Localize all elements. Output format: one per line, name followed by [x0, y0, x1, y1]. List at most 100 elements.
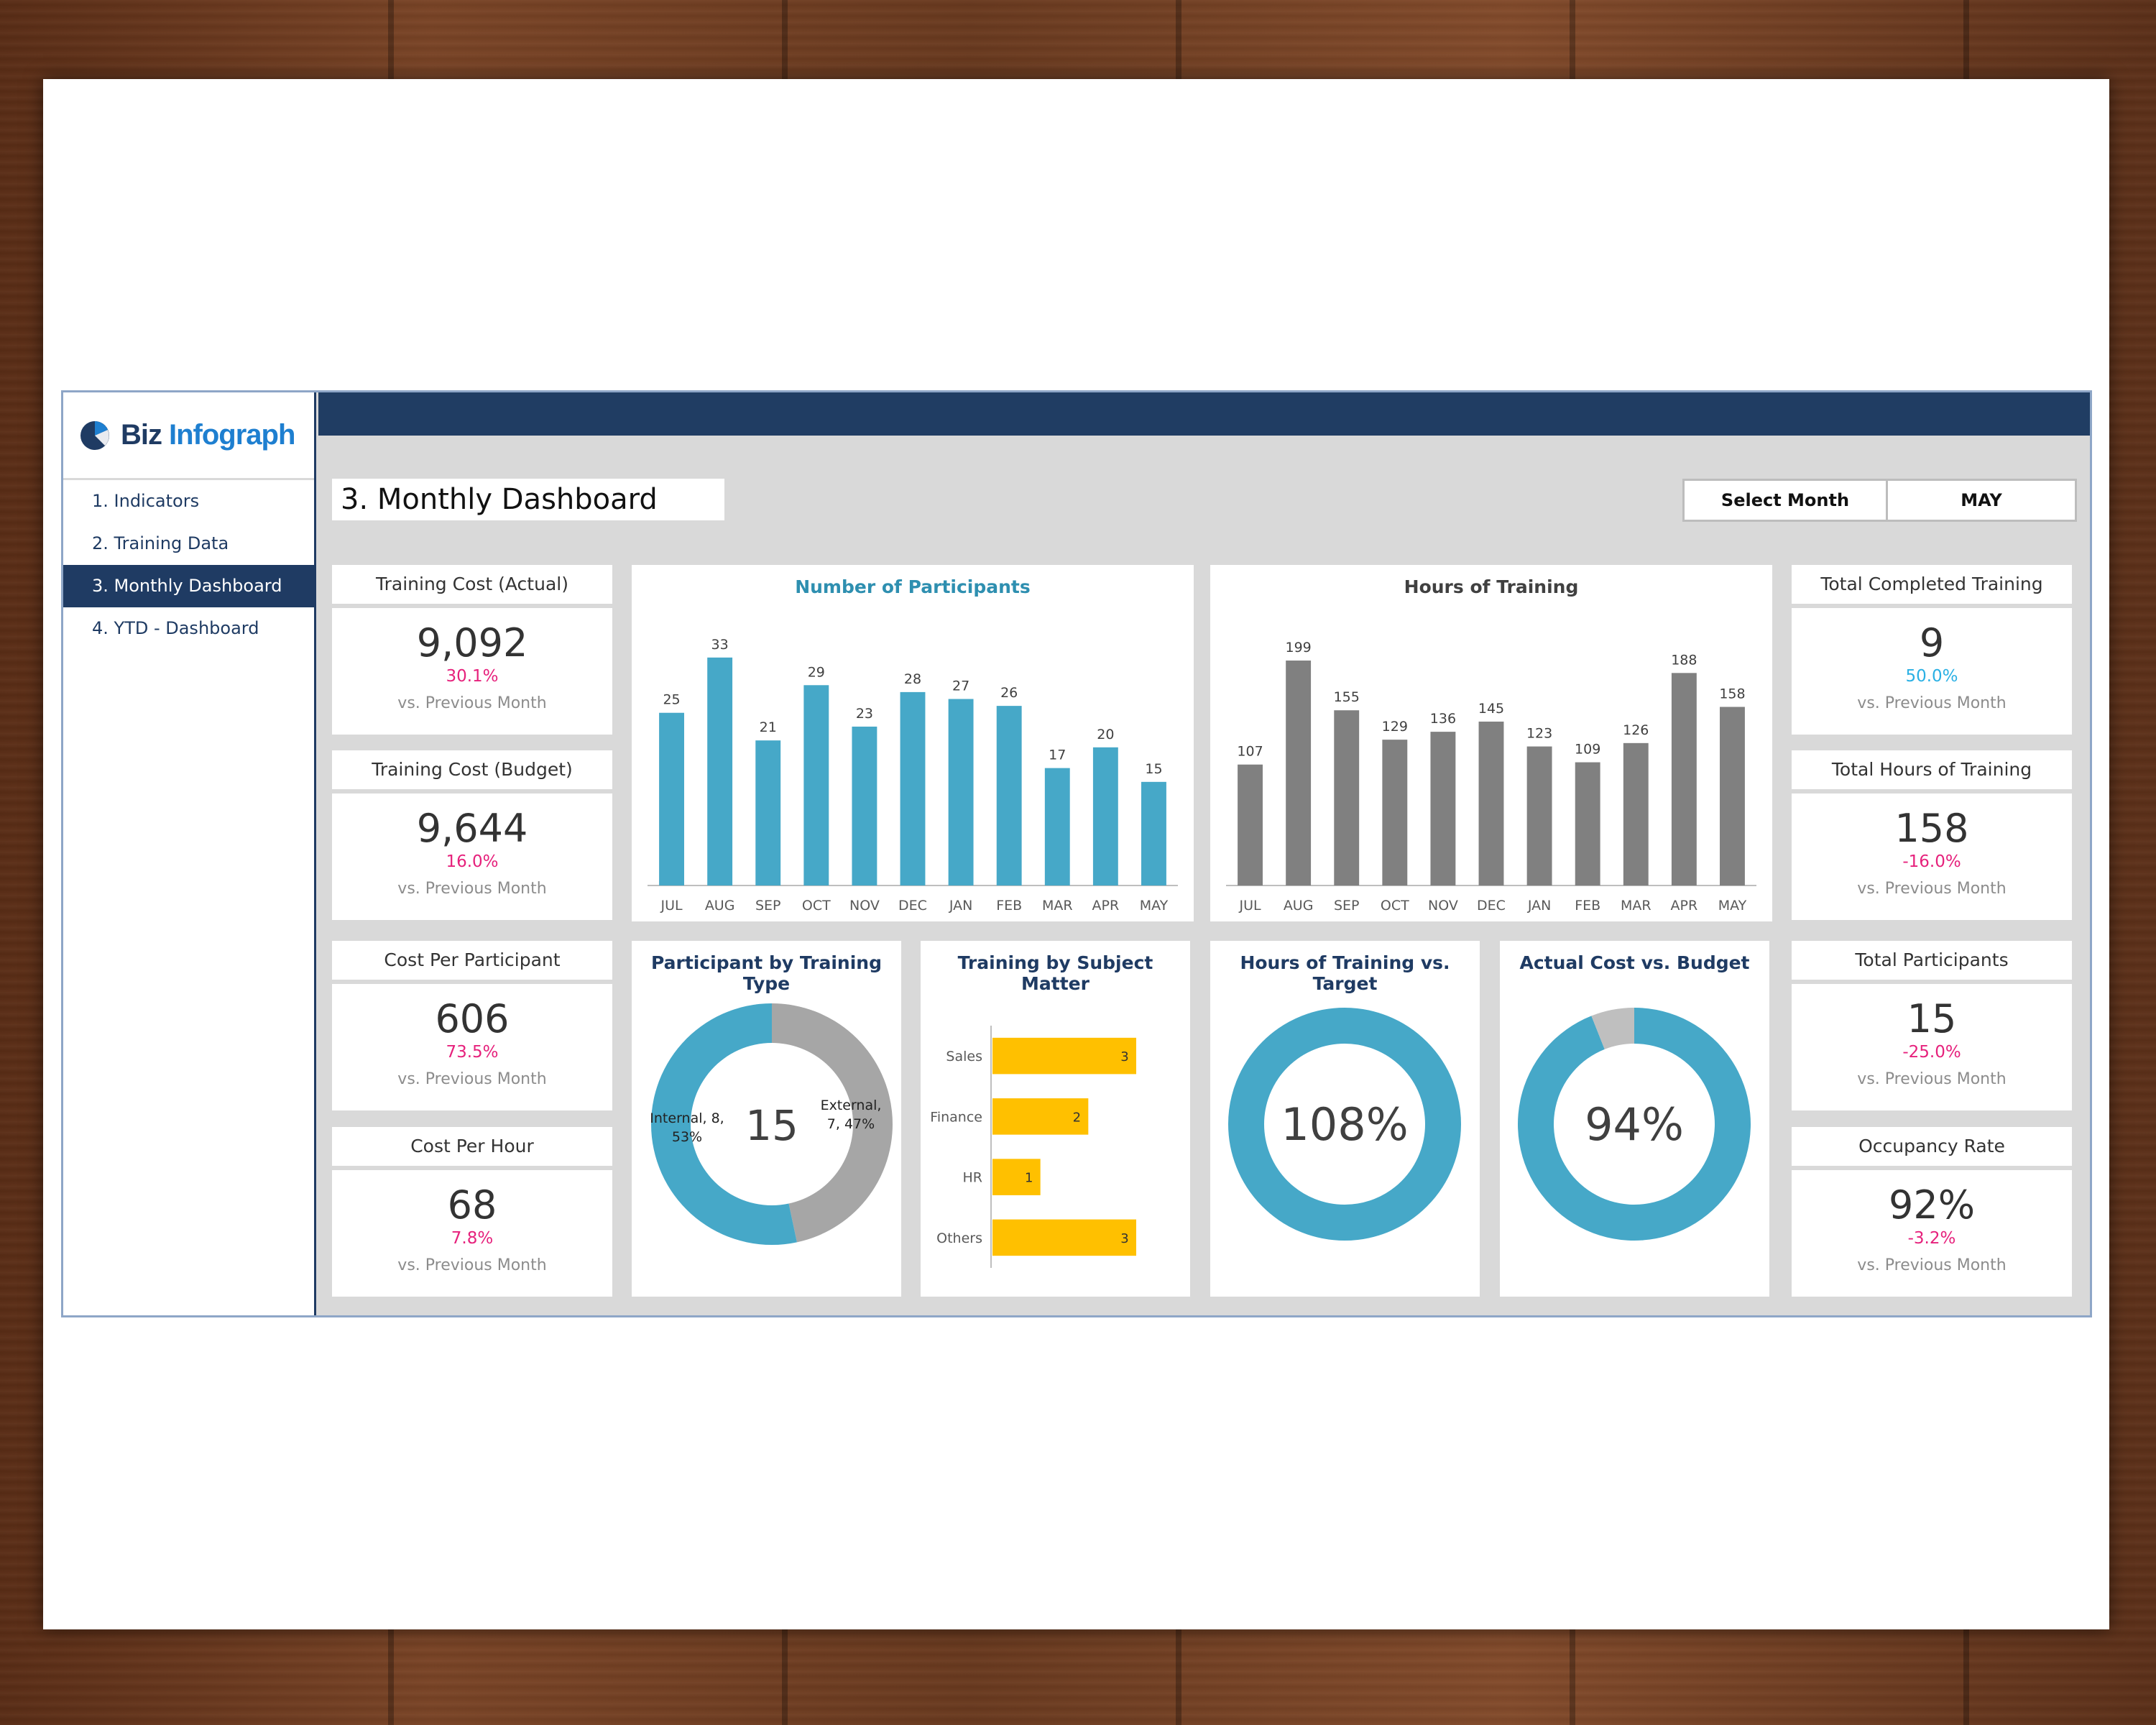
kpi-training-cost-budget: Training Cost (Budget) 9,644 16.0% vs. P…	[332, 750, 612, 920]
nav-item-indicators[interactable]: 1. Indicators	[92, 491, 200, 511]
bar	[1720, 707, 1745, 886]
x-tick-label: APR	[1092, 898, 1120, 914]
kpi-title: Training Cost (Budget)	[332, 750, 612, 789]
bar-value-label: 136	[1430, 711, 1456, 727]
kpi-title: Training Cost (Actual)	[332, 565, 612, 604]
sidebar: Biz Infograph 1. Indicators 2. Training D…	[63, 392, 316, 1315]
kpi-change: -16.0%	[1902, 852, 1961, 871]
participants-bar-chart: 25 JUL 33 AUG 21 SEP 29 OCT 23 NOV 28 DEC 27 JAN 26 FEB…	[648, 637, 1178, 914]
kpi-value: 9	[1919, 620, 1945, 666]
bar	[1334, 710, 1360, 886]
logo-text-infograph: Infograph	[169, 419, 295, 451]
x-tick-label: DEC	[898, 898, 927, 914]
kpi-occupancy-rate: Occupancy Rate 92% -3.2% vs. Previous Mo…	[1792, 1127, 2072, 1297]
x-tick-label: NOV	[1428, 898, 1458, 914]
kpi-caption: vs. Previous Month	[397, 1070, 547, 1088]
month-selector[interactable]: Select Month MAY	[1682, 479, 2077, 522]
kpi-title: Total Hours of Training	[1792, 750, 2072, 789]
bar	[992, 1219, 1136, 1256]
kpi-change: 50.0%	[1905, 667, 1958, 686]
kpi-change: 30.1%	[446, 667, 499, 686]
bar-value-label: 26	[1000, 685, 1018, 701]
kpi-caption: vs. Previous Month	[1857, 694, 2007, 712]
logo: Biz Infograph	[63, 392, 314, 480]
x-tick-label: SEP	[1334, 898, 1360, 914]
bar	[1575, 762, 1600, 886]
x-tick-label: OCT	[802, 898, 831, 914]
participants-chart-panel: Number of Participants 25 JUL 33 AUG 21 SEP 29…	[632, 565, 1194, 921]
bar-value-label: 109	[1575, 742, 1600, 758]
bar-value-label: 129	[1382, 719, 1408, 735]
chart-title: Training by Subject Matter	[957, 952, 1153, 994]
x-tick-label: JUL	[1238, 898, 1261, 914]
bar	[852, 726, 877, 886]
bar	[1286, 661, 1312, 886]
nav-item-monthly-dashboard[interactable]: 3. Monthly Dashboard	[63, 565, 314, 607]
nav-item-training-data[interactable]: 2. Training Data	[92, 533, 229, 553]
kpi-value: 68	[447, 1182, 497, 1228]
bar	[1430, 732, 1456, 886]
kpi-title: Occupancy Rate	[1792, 1127, 2072, 1166]
donut-center-label: 15	[745, 1101, 798, 1150]
bar-value-label: 188	[1671, 652, 1697, 668]
donut-slice-internal	[651, 1003, 797, 1245]
kpi-cost-per-participant: Cost Per Participant 606 73.5% vs. Previ…	[332, 941, 612, 1110]
bar-value-label: 17	[1049, 748, 1066, 763]
bar-value-label: 27	[952, 678, 969, 694]
bar-value-label: 3	[1120, 1049, 1128, 1064]
kpi-value: 9,644	[416, 806, 528, 851]
nav-item-ytd-dashboard[interactable]: 4. YTD - Dashboard	[92, 618, 259, 638]
kpi-total-participants: Total Participants 15 -25.0% vs. Previou…	[1792, 941, 2072, 1110]
bar	[755, 740, 781, 886]
cost-vs-budget-panel: Actual Cost vs. Budget 94%	[1500, 941, 1769, 1297]
hours-vs-target-panel: Hours of Training vs. Target 108%	[1210, 941, 1480, 1297]
bar	[1671, 673, 1697, 886]
x-tick-label: MAR	[1621, 898, 1651, 914]
bar	[1238, 764, 1263, 886]
bar-value-label: 2	[1073, 1110, 1081, 1125]
kpi-value: 9,092	[416, 620, 528, 666]
kpi-caption: vs. Previous Month	[1857, 880, 2007, 898]
bar	[996, 706, 1022, 886]
kpi-value: 606	[435, 996, 510, 1041]
x-tick-label: JUL	[660, 898, 683, 914]
select-month-value[interactable]: MAY	[1961, 490, 2002, 510]
x-tick-label: AUG	[1284, 898, 1314, 914]
chart-title: Participant by Training Type	[650, 952, 882, 994]
bar-value-label: 21	[760, 719, 777, 735]
donut-center-label: 108%	[1281, 1098, 1408, 1151]
kpi-caption: vs. Previous Month	[397, 1256, 547, 1274]
kpi-change: -25.0%	[1902, 1043, 1961, 1062]
training-type-donut: 15 Internal, 8, 53% External, 7, 47%	[650, 1003, 893, 1245]
bar-value-label: 20	[1097, 727, 1114, 742]
kpi-change: 16.0%	[446, 852, 499, 871]
slice-label-internal: Internal, 8, 53%	[650, 1110, 724, 1145]
bar	[992, 1159, 1041, 1195]
bar	[803, 685, 829, 886]
logo-text-biz: Biz	[121, 419, 162, 451]
y-tick-label: Others	[936, 1230, 982, 1246]
bar	[659, 712, 684, 886]
top-banner	[318, 392, 2090, 436]
bar-value-label: 145	[1478, 701, 1504, 717]
hours-vs-target-donut: 108%	[1228, 1008, 1461, 1241]
bar-value-label: 155	[1334, 689, 1360, 705]
hours-chart-panel: Hours of Training 107 JUL 199 AUG 155 SEP 129 O…	[1210, 565, 1772, 921]
bar	[1478, 721, 1504, 886]
kpi-title: Total Participants	[1792, 941, 2072, 980]
bar-value-label: 33	[711, 637, 729, 653]
bar-value-label: 15	[1145, 761, 1162, 777]
chart-title: Hours of Training vs. Target	[1240, 952, 1450, 994]
x-tick-label: AUG	[705, 898, 735, 914]
kpi-change: 73.5%	[446, 1043, 499, 1062]
kpi-caption: vs. Previous Month	[397, 694, 547, 712]
kpi-cost-per-hour: Cost Per Hour 68 7.8% vs. Previous Month	[332, 1127, 612, 1297]
bar-value-label: 23	[856, 706, 873, 722]
donut-slice-value	[1518, 1008, 1751, 1241]
kpi-training-cost-actual: Training Cost (Actual) 9,092 30.1% vs. P…	[332, 565, 612, 735]
donut-center-label: 94%	[1585, 1098, 1684, 1151]
kpi-change: -3.2%	[1907, 1229, 1956, 1248]
x-tick-label: DEC	[1477, 898, 1506, 914]
bar-value-label: 158	[1719, 686, 1745, 702]
subject-matter-bar-chart: 3 Sales 2 Finance 1 HR 3 Others	[930, 1026, 1136, 1268]
